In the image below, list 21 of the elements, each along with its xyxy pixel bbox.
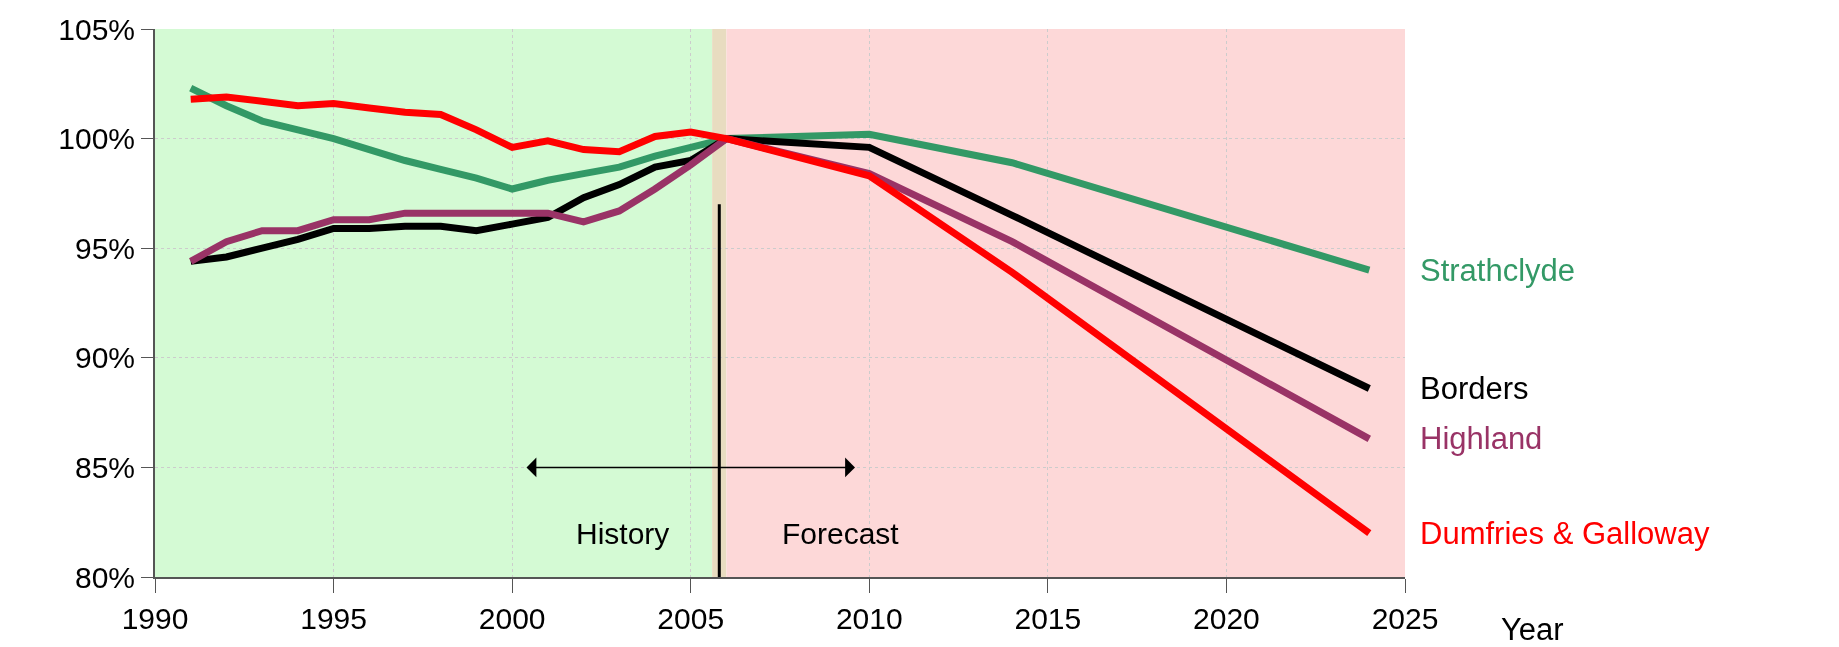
x-tick-label: 2010 xyxy=(835,602,903,635)
band-label: History xyxy=(576,517,670,550)
x-tick-label: 2020 xyxy=(1193,602,1260,635)
x-tick-label: 1990 xyxy=(121,602,189,635)
series-label: Borders xyxy=(1420,371,1529,406)
y-tick-label: 80% xyxy=(74,560,135,594)
x-tick-label: 2025 xyxy=(1371,602,1439,635)
x-tick-label: 1995 xyxy=(300,602,367,635)
band-label: Forecast xyxy=(782,517,900,550)
series-label: Dumfries & Galloway xyxy=(1420,516,1710,551)
y-tick-label: 105% xyxy=(58,12,135,46)
x-tick-label: 2000 xyxy=(478,602,546,635)
y-tick-label: 95% xyxy=(74,231,135,265)
x-tick-label: 2005 xyxy=(657,602,725,635)
x-tick-label: 2015 xyxy=(1014,602,1082,635)
y-tick-label: 90% xyxy=(74,341,135,375)
y-tick-label: 85% xyxy=(74,450,135,484)
y-tick-label: 100% xyxy=(58,122,135,156)
series-label: Strathclyde xyxy=(1420,253,1576,288)
series-label: Highland xyxy=(1420,421,1543,456)
x-axis-title: Year xyxy=(1501,612,1564,647)
